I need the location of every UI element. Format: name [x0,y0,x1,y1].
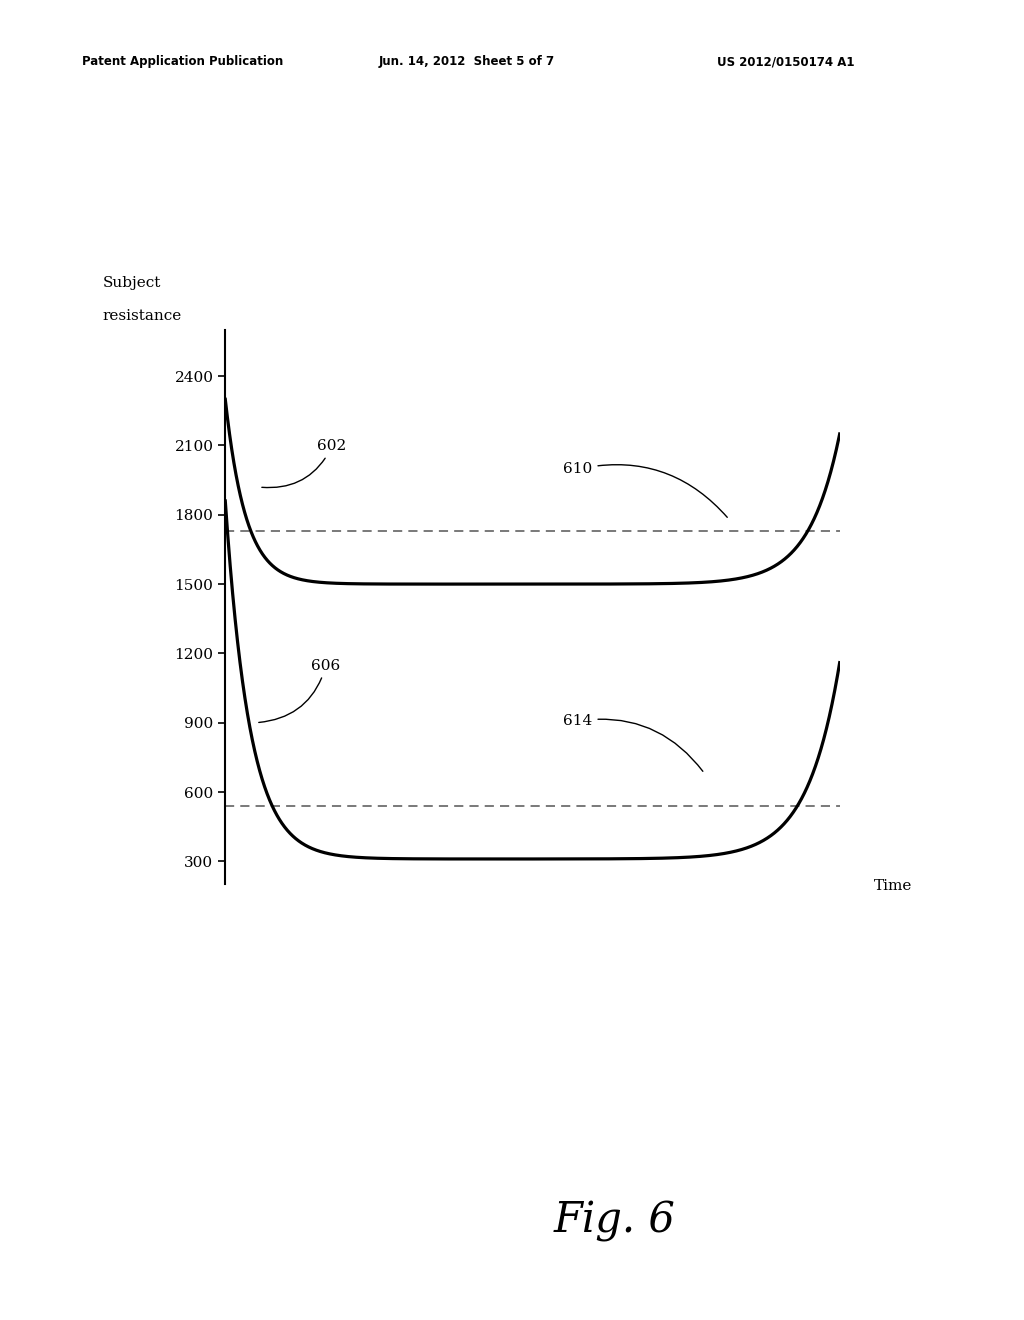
Text: Fig. 6: Fig. 6 [553,1200,676,1242]
Text: 610: 610 [563,462,727,517]
Text: Subject: Subject [102,276,161,290]
Text: Jun. 14, 2012  Sheet 5 of 7: Jun. 14, 2012 Sheet 5 of 7 [379,55,555,69]
Text: 614: 614 [563,714,702,771]
Text: US 2012/0150174 A1: US 2012/0150174 A1 [717,55,854,69]
Text: Time: Time [873,879,911,892]
Text: 606: 606 [259,659,341,722]
Text: resistance: resistance [102,309,181,323]
Text: Patent Application Publication: Patent Application Publication [82,55,284,69]
Text: 602: 602 [262,440,347,487]
